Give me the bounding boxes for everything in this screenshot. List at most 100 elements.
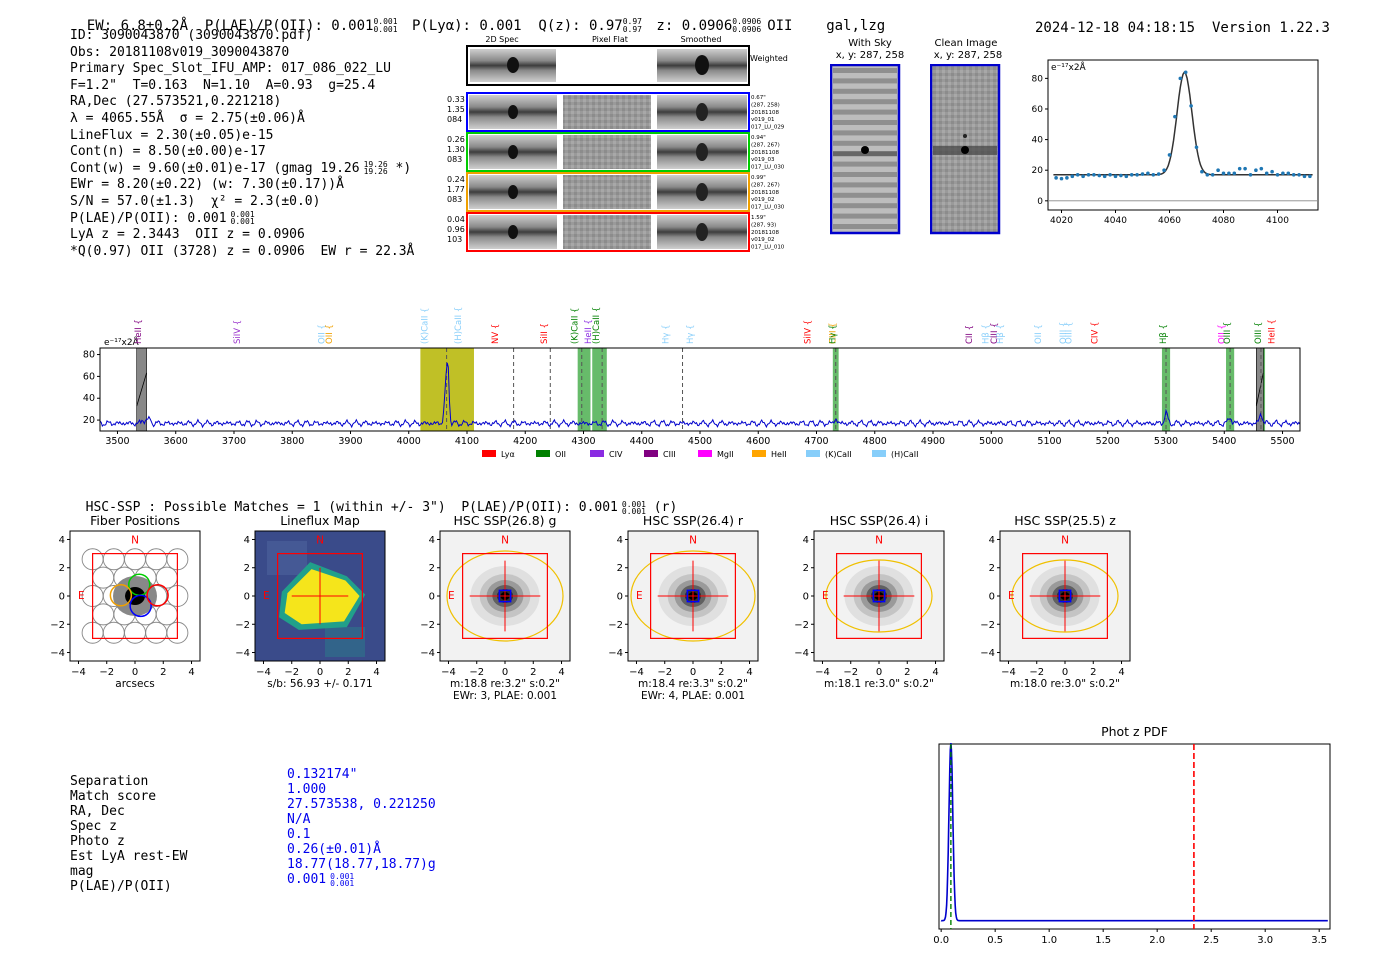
spec-axes-frame xyxy=(99,347,1301,432)
hsc-panel: N E −4 −4 −2 −2 0 0 2 2 4 4 xyxy=(420,530,571,678)
match-values: 0.132174" 1.000 27.573538, 0.221250 N/A … xyxy=(287,767,436,887)
info-obs: Obs: 20181108v019_3090043870 xyxy=(70,44,290,60)
spec-xtick-label: 4000 xyxy=(397,436,421,447)
match-value-photoz: 0.1 xyxy=(287,827,311,842)
cutout-row-blob xyxy=(508,145,518,159)
header-version: Version 1.22.3 xyxy=(1211,20,1330,36)
clean-title: Clean Image xyxy=(934,38,998,49)
spec-xtick-label: 4800 xyxy=(863,436,887,447)
header-qz: Q(z): 0.97 xyxy=(538,18,623,34)
lineflux-blob xyxy=(267,541,307,575)
hsc-panel-caption2: EWr: 4, PLAE: 0.001 xyxy=(641,690,745,702)
hsc-title-sup: 0.001 xyxy=(621,499,646,509)
hsc-ytick-label: 4 xyxy=(244,535,250,546)
fit-data-point xyxy=(1189,104,1193,108)
spec-line-label: Hβ { xyxy=(996,324,1006,344)
sky-stripe xyxy=(833,78,897,84)
lineflux-blob xyxy=(325,627,365,657)
sky-stripe xyxy=(833,203,897,209)
header-z-sup: 0.0906 xyxy=(732,17,762,26)
hsc-ytick-label: 0 xyxy=(803,592,809,603)
fit-data-point xyxy=(1135,172,1139,177)
info-lineflux: LineFlux = 2.30(±0.05)e-15 xyxy=(70,127,274,143)
info-params: F=1.2" T=0.163 N=1.10 A=0.93 g=25.4 xyxy=(70,77,376,93)
spec-line-label: Hβ { xyxy=(981,324,991,344)
spec-xtick-label: 3600 xyxy=(164,436,188,447)
hsc-ytick-label: 4 xyxy=(59,535,65,546)
hsc-xtick-label: 0 xyxy=(1062,667,1068,678)
with-sky-title: With Sky xyxy=(848,38,892,49)
fit-data-point xyxy=(1308,174,1312,179)
spec-line-label: CIII { xyxy=(990,322,1000,344)
hsc-ytick-label: −4 xyxy=(980,648,995,659)
sky-stripe xyxy=(833,172,897,177)
hsc-east-label: E xyxy=(636,590,643,602)
hsc-ytick-label: −2 xyxy=(235,620,250,631)
spec-legend-label: CIII xyxy=(663,450,676,459)
spec-legend-label: CIV xyxy=(609,450,623,459)
spec-line-label: HeII { xyxy=(134,319,144,344)
fit-axes-frame xyxy=(1047,59,1319,211)
fiber-orange xyxy=(109,584,133,607)
spec-legend-label: (H)CaII xyxy=(891,450,918,459)
cutout-row-blob-smooth xyxy=(696,223,708,241)
fit-data-point xyxy=(1200,169,1204,174)
hsc-panel: N E −4 −4 −2 −2 0 0 2 2 4 4 xyxy=(608,530,759,678)
spec-band xyxy=(832,348,839,431)
match-label-plae: P(LAE)/P(OII) xyxy=(70,879,172,894)
hsc-ytick-label: −4 xyxy=(235,648,250,659)
spec-xtick-label: 5500 xyxy=(1270,436,1294,447)
cutout-row-right-text: v019_01 xyxy=(751,117,775,123)
spec-xtick-label: 3800 xyxy=(280,436,304,447)
spec-line-label: OII { xyxy=(1034,324,1044,344)
spec-legend-swatch xyxy=(482,450,496,457)
fit-data-point xyxy=(1243,166,1247,171)
cutout-row-right-text: v019_02 xyxy=(751,197,775,203)
info-radec: RA,Dec (27.573521,0.221218) xyxy=(70,94,282,110)
cutout-row-left-text: 1.77 xyxy=(447,185,465,194)
pdf-xtick-label: 0.5 xyxy=(987,935,1003,946)
cutout-row-blob xyxy=(508,185,518,199)
info-id: ID: 3090043870 (3090043870.pdf) xyxy=(70,28,313,43)
hsc-title: HSC-SSP : Possible Matches = 1 (within +… xyxy=(85,500,618,515)
header-plya: P(Lyα): 0.001 xyxy=(411,18,522,34)
cutout-row-pixelflat xyxy=(563,175,651,209)
hsc-ytick-label: −2 xyxy=(608,620,623,631)
fit-data-point xyxy=(1108,172,1112,177)
sky-stripe xyxy=(833,161,897,167)
spec-line-label: OIII { xyxy=(1065,322,1075,344)
hsc-box xyxy=(277,553,363,639)
hsc-box xyxy=(650,553,736,639)
info-lyaz: LyA z = 2.3443 OII z = 0.0906 xyxy=(70,227,305,243)
hsc-aperture-ellipse xyxy=(825,559,933,633)
hsc-north-label: N xyxy=(501,535,509,547)
cutout-row-left-text: 103 xyxy=(447,235,462,244)
hsc-center-box xyxy=(872,589,886,603)
fiber-blue xyxy=(129,594,152,618)
hsc-panel-title: HSC SSP(26.4) r xyxy=(643,513,744,528)
fit-xtick-label: 4040 xyxy=(1104,216,1127,226)
clean-coords: x, y: 287, 258 xyxy=(933,50,1003,61)
cutout-col-title-2dspec: 2D Spec xyxy=(485,35,518,44)
hsc-panel-caption2: EWr: 3, PLAE: 0.001 xyxy=(453,690,557,702)
info-lambda: λ = 4065.55Å σ = 2.75(±0.06)Å xyxy=(70,110,305,126)
hsc-xtick-label: 4 xyxy=(373,667,379,678)
fit-data-point xyxy=(1097,173,1102,178)
spec-legend-swatch xyxy=(806,450,820,457)
header-flags: gal,lzg xyxy=(826,18,886,34)
fit-xtick-label: 4080 xyxy=(1212,216,1235,226)
match-plae-sup: 0.001 xyxy=(330,871,355,881)
hsc-ytick-label: 0 xyxy=(989,592,995,603)
spec-line-label: OIII { xyxy=(1254,322,1264,344)
info-contn: Cont(n) = 8.50(±0.00)e-17 xyxy=(70,144,266,160)
fit-data-point xyxy=(1270,169,1274,174)
hsc-title-row: HSC-SSP : Possible Matches = 1 (within +… xyxy=(70,485,678,515)
fit-data-point xyxy=(1259,166,1264,171)
match-label-specz: Spec z xyxy=(70,819,117,834)
hsc-panel-caption: m:18.8 re:3.2" s:0.2" xyxy=(450,678,560,690)
hsc-east-label: E xyxy=(822,590,829,602)
sky-stripe xyxy=(833,182,897,188)
hsc-xtick-label: 2 xyxy=(718,667,724,678)
spec-band xyxy=(592,348,607,431)
pdf-xtick-label: 2.0 xyxy=(1149,935,1165,946)
